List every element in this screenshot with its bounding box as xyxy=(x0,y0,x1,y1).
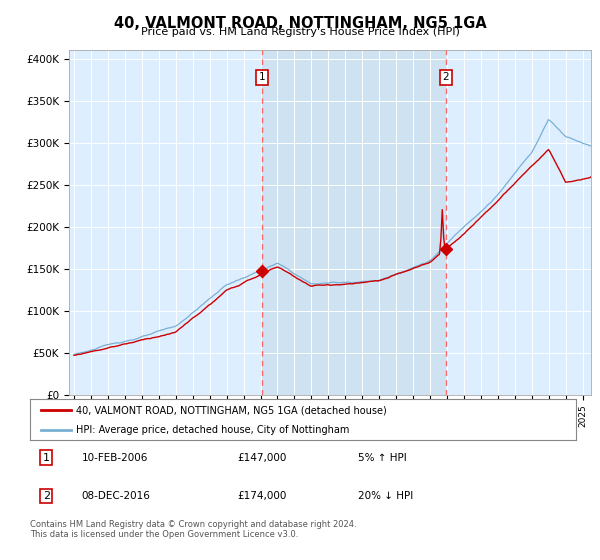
Text: Price paid vs. HM Land Registry's House Price Index (HPI): Price paid vs. HM Land Registry's House … xyxy=(140,27,460,37)
Text: 2: 2 xyxy=(442,72,449,82)
Text: 40, VALMONT ROAD, NOTTINGHAM, NG5 1GA (detached house): 40, VALMONT ROAD, NOTTINGHAM, NG5 1GA (d… xyxy=(76,405,387,415)
Text: £174,000: £174,000 xyxy=(238,491,287,501)
Text: Contains HM Land Registry data © Crown copyright and database right 2024.
This d: Contains HM Land Registry data © Crown c… xyxy=(30,520,356,539)
Text: 10-FEB-2006: 10-FEB-2006 xyxy=(82,452,148,463)
Text: 1: 1 xyxy=(43,452,50,463)
Text: 2: 2 xyxy=(43,491,50,501)
Text: 20% ↓ HPI: 20% ↓ HPI xyxy=(358,491,413,501)
Text: 1: 1 xyxy=(259,72,266,82)
Text: 08-DEC-2016: 08-DEC-2016 xyxy=(82,491,151,501)
Text: 40, VALMONT ROAD, NOTTINGHAM, NG5 1GA: 40, VALMONT ROAD, NOTTINGHAM, NG5 1GA xyxy=(113,16,487,31)
Text: £147,000: £147,000 xyxy=(238,452,287,463)
Text: 5% ↑ HPI: 5% ↑ HPI xyxy=(358,452,406,463)
Bar xyxy=(262,50,446,395)
Text: HPI: Average price, detached house, City of Nottingham: HPI: Average price, detached house, City… xyxy=(76,424,350,435)
